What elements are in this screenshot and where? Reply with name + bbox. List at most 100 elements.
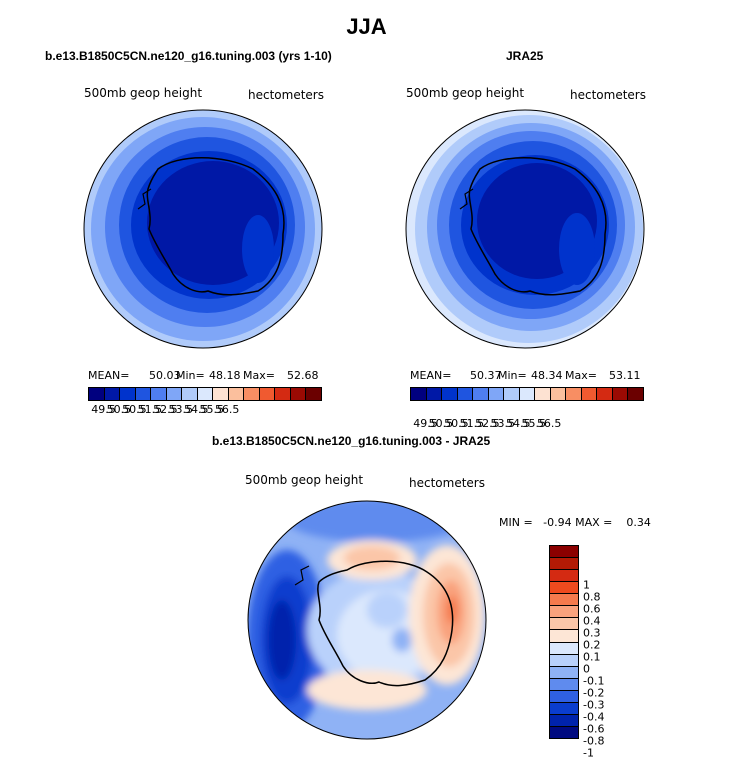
model-variable-label: 500mb geop height <box>84 86 203 100</box>
diff-colorbar-cell <box>550 594 578 607</box>
diff-colorbar <box>549 545 579 739</box>
colorbar-cell <box>535 388 551 400</box>
diff-polar-map <box>247 500 487 740</box>
colorbar-cell <box>519 388 536 400</box>
colorbar-tick-label: 56.5 <box>536 417 562 430</box>
obs-variable-label: 500mb geop height <box>406 86 525 100</box>
colorbar-cell <box>166 388 183 400</box>
diff-colorbar-tick-label: -0.3 <box>583 698 605 712</box>
diff-colorbar-cell <box>550 570 578 583</box>
colorbar-tick-label: 50.5 <box>122 403 147 416</box>
diff-colorbar-tick-label: 0.1 <box>583 650 601 664</box>
obs-max-label: Max= <box>565 369 597 382</box>
colorbar-cell <box>259 388 276 400</box>
diff-colorbar-tick-label: 0.8 <box>583 590 601 604</box>
diff-colorbar-cell <box>550 714 578 727</box>
colorbar-tick-label: 50.5 <box>428 417 454 430</box>
colorbar-cell <box>504 388 520 400</box>
diff-minmax-text: MIN = -0.94 MAX = 0.34 <box>499 516 651 529</box>
colorbar-cell <box>89 388 105 400</box>
colorbar-tick-label: 49.5 <box>413 417 438 430</box>
colorbar-tick-label: 54.5 <box>506 417 531 430</box>
colorbar-cell <box>488 388 505 400</box>
model-max-value: 52.68 <box>287 369 319 382</box>
colorbar-tick-label: 49.5 <box>91 403 116 416</box>
diff-colorbar-tick-label: -1 <box>583 746 594 760</box>
colorbar-tick-label: 54.5 <box>184 403 209 416</box>
obs-panel-title: JRA25 <box>506 49 544 63</box>
colorbar-cell <box>244 388 260 400</box>
diff-colorbar-tick-label: 0.3 <box>583 626 601 640</box>
colorbar-cell <box>457 388 474 400</box>
obs-min-label: Min= <box>498 369 527 382</box>
colorbar-cell <box>426 388 443 400</box>
colorbar-tick-label: 53.5 <box>168 403 194 416</box>
colorbar-cell <box>104 388 121 400</box>
diff-colorbar-cell <box>550 678 578 691</box>
obs-colorbar-ticks: 49.5 50.5 50.5 51.5 52.5 53.5 54.5 55.5 56.5 <box>410 417 642 431</box>
colorbar-tick-label: 53.5 <box>490 417 516 430</box>
obs-polar-map <box>405 109 645 349</box>
diff-colorbar-tick-label: -0.4 <box>583 710 605 724</box>
model-colorbar <box>88 387 322 401</box>
colorbar-tick-label: 52.5 <box>475 417 500 430</box>
diff-colorbar-cell <box>550 630 578 643</box>
model-mean-value: 50.03 <box>149 369 181 382</box>
obs-mean-label: MEAN= <box>410 369 452 382</box>
colorbar-cell <box>550 388 567 400</box>
obs-colorbar <box>410 387 644 401</box>
colorbar-cell <box>213 388 229 400</box>
diff-colorbar-cell <box>550 618 578 631</box>
colorbar-cell <box>473 388 489 400</box>
diff-colorbar-cell <box>550 558 578 571</box>
colorbar-cell <box>197 388 214 400</box>
diff-colorbar-tick-label: 1 <box>583 578 590 592</box>
model-polar-map <box>83 109 323 349</box>
colorbar-cell <box>290 388 307 400</box>
diff-colorbar-cell <box>550 702 578 715</box>
colorbar-cell <box>566 388 582 400</box>
diff-colorbar-tick-label: 0 <box>583 662 590 676</box>
colorbar-tick-label: 51.5 <box>137 403 163 416</box>
diff-variable-label: 500mb geop height <box>245 473 364 487</box>
colorbar-tick-label: 55.5 <box>521 417 546 430</box>
diff-panel-title: b.e13.B1850C5CN.ne120_g16.tuning.003 - J… <box>212 434 491 448</box>
diff-colorbar-cell <box>550 606 578 619</box>
colorbar-tick-label: 50.5 <box>444 417 469 430</box>
colorbar-cell <box>306 388 321 400</box>
obs-units-label: hectometers <box>570 88 646 102</box>
diff-units-label: hectometers <box>409 476 485 490</box>
diff-colorbar-tick-label: -0.8 <box>583 734 605 748</box>
diff-colorbar-cell <box>550 690 578 703</box>
colorbar-cell <box>182 388 198 400</box>
diff-colorbar-cell <box>550 546 578 559</box>
diff-colorbar-tick-label: 0.6 <box>583 602 601 616</box>
colorbar-tick-label: 55.5 <box>199 403 224 416</box>
diff-colorbar-tick-label: 0.4 <box>583 614 601 628</box>
colorbar-cell <box>120 388 136 400</box>
model-max-label: Max= <box>243 369 275 382</box>
model-panel-title: b.e13.B1850C5CN.ne120_g16.tuning.003 (yr… <box>45 49 332 63</box>
colorbar-tick-label: 51.5 <box>459 417 485 430</box>
model-units-label: hectometers <box>248 88 324 102</box>
colorbar-tick-label: 50.5 <box>106 403 132 416</box>
colorbar-cell <box>628 388 643 400</box>
diff-colorbar-cell <box>550 642 578 655</box>
colorbar-cell <box>597 388 613 400</box>
diff-colorbar-tick-label: 0.2 <box>583 638 601 652</box>
diff-colorbar-tick-label: -0.2 <box>583 686 605 700</box>
model-mean-label: MEAN= <box>88 369 130 382</box>
model-min-label: Min= <box>176 369 205 382</box>
colorbar-cell <box>442 388 458 400</box>
figure-title: JJA <box>346 14 387 39</box>
colorbar-cell <box>275 388 291 400</box>
colorbar-cell <box>612 388 629 400</box>
diff-colorbar-cell <box>550 666 578 679</box>
colorbar-cell <box>581 388 598 400</box>
colorbar-tick-label: 52.5 <box>153 403 178 416</box>
colorbar-cell <box>228 388 245 400</box>
colorbar-cell <box>151 388 167 400</box>
colorbar-cell <box>135 388 152 400</box>
diff-colorbar-cell <box>550 726 578 738</box>
colorbar-tick-label: 56.5 <box>214 403 240 416</box>
